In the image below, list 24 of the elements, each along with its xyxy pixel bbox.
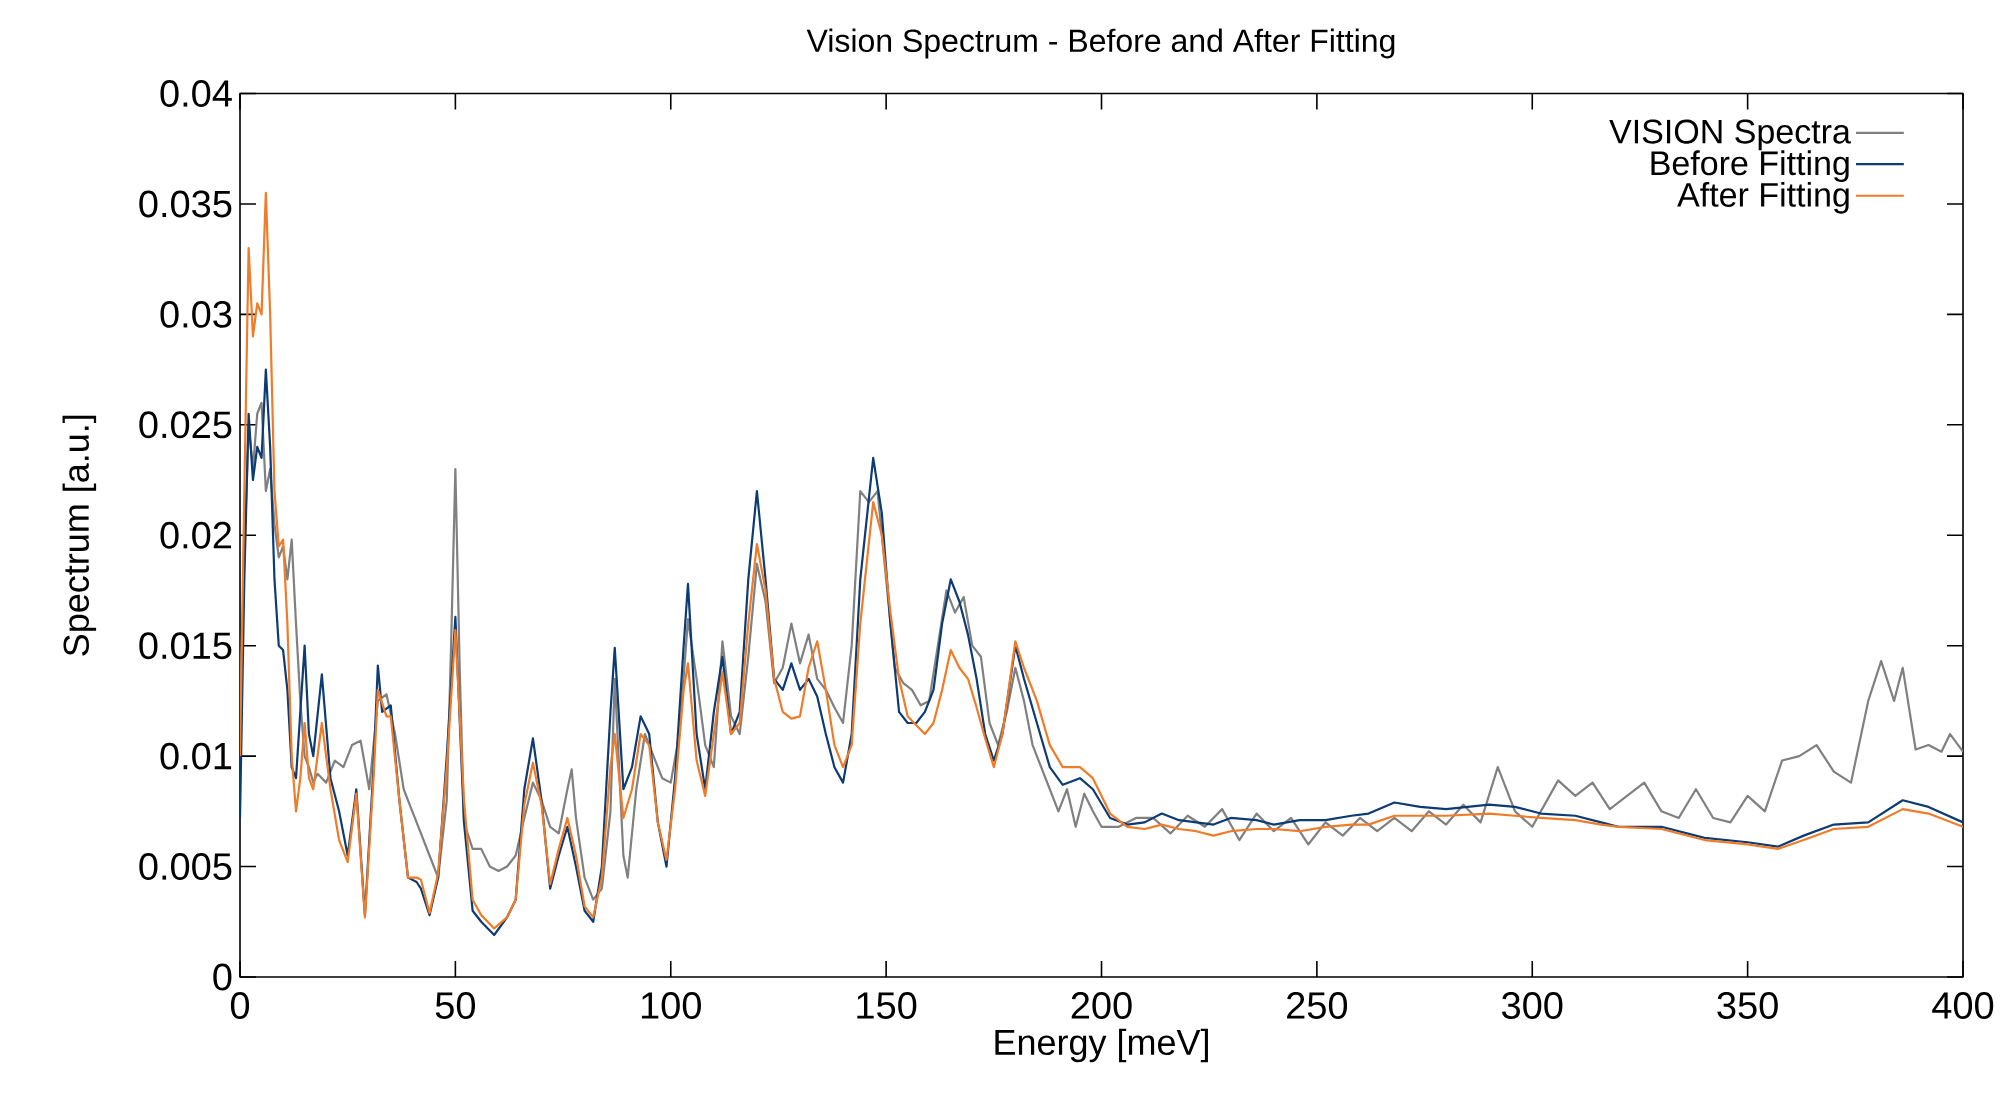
y-tick-label: 0.04: [160, 80, 232, 107]
y-tick-label: 0.025: [139, 411, 232, 439]
legend-label: VISION Spectra: [1609, 119, 1851, 151]
chart-title: Vision Spectrum - Before and After Fitting: [806, 28, 1395, 59]
y-tick-label: 0.035: [139, 190, 232, 218]
y-tick-label: 0.03: [160, 300, 232, 328]
legend-label: After Fitting: [1677, 181, 1849, 214]
y-axis-title: Spectrum [a.u.]: [62, 415, 97, 656]
x-tick-label: 350: [1717, 992, 1778, 1019]
y-tick-label: 0: [213, 963, 232, 991]
x-tick-label: 100: [641, 992, 701, 1019]
x-tick-label: 0: [230, 992, 250, 1019]
legend-label: Before Fitting: [1651, 150, 1849, 182]
y-tick-label: 0.02: [160, 521, 232, 549]
y-tick-label: 0.01: [160, 742, 232, 770]
x-tick-label: 150: [857, 992, 917, 1019]
x-tick-label: 50: [435, 992, 476, 1019]
x-tick-label: 250: [1287, 992, 1348, 1019]
x-tick-label: 300: [1502, 992, 1563, 1019]
y-tick-label: 0.005: [139, 853, 232, 881]
x-tick-label: 200: [1071, 992, 1132, 1019]
x-tick-label: 400: [1932, 992, 1994, 1019]
y-tick-label: 0.015: [139, 632, 232, 660]
x-axis-title: Energy [meV]: [995, 1028, 1208, 1063]
